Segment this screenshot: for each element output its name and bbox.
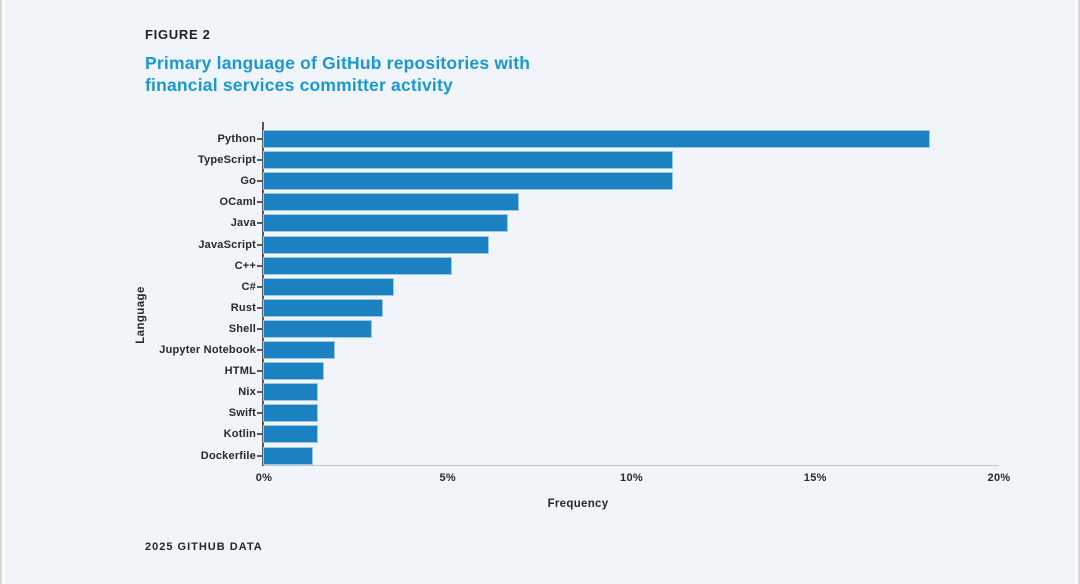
x-tick-label: 5% (439, 472, 456, 484)
bar-row: Shell (229, 320, 999, 337)
bar-row: Rust (231, 299, 999, 316)
category-label: Dockerfile (200, 449, 256, 462)
bar (264, 320, 371, 337)
bar-row: C++ (235, 257, 999, 274)
data-source-note: 2025 GITHUB DATA (145, 541, 263, 553)
x-axis-title: Frequency (547, 498, 609, 510)
y-tick-mark (257, 327, 262, 330)
y-tick-mark (257, 433, 262, 436)
page-left-edge-inner (2, 0, 5, 584)
bar (264, 131, 930, 147)
y-tick-mark (257, 243, 262, 246)
category-label: Rust (230, 301, 256, 314)
y-tick-mark (257, 264, 262, 267)
bar-row: Go (240, 173, 999, 190)
x-tick-label: 15% (803, 472, 827, 484)
y-tick-mark (257, 201, 262, 204)
bar-row: Kotlin (224, 426, 999, 443)
bar-row: Python (218, 131, 999, 147)
category-label: C++ (234, 259, 256, 272)
y-tick-mark (257, 370, 262, 373)
category-label: Shell (228, 322, 256, 335)
category-label: Java (230, 217, 256, 230)
plot-area: Python TypeScript Go OCaml Java JavaScript C++… (159, 122, 1010, 484)
bar (264, 278, 393, 295)
category-label: OCaml (219, 196, 256, 209)
bar (264, 426, 318, 443)
bar-row: JavaScript (198, 236, 999, 253)
bar-row: HTML (225, 363, 999, 380)
category-label: Swift (228, 407, 256, 420)
bar (264, 405, 318, 422)
y-tick-mark (257, 454, 262, 457)
x-tick-label: 20% (987, 472, 1011, 484)
bar-row: Dockerfile (201, 447, 999, 464)
y-tick-mark (257, 180, 262, 183)
y-tick-mark (257, 391, 262, 394)
y-tick-mark (257, 349, 262, 351)
category-label: JavaScript (198, 238, 256, 251)
bar-row: OCaml (220, 194, 999, 211)
bar (264, 447, 312, 464)
y-axis-spine (262, 122, 264, 466)
category-label: TypeScript (197, 154, 256, 167)
y-tick-mark (257, 138, 262, 140)
x-tick-label: 10% (620, 472, 643, 484)
page-right-edge (1078, 0, 1080, 584)
category-label: Jupyter Notebook (159, 344, 256, 356)
bar (264, 342, 334, 358)
y-tick-mark (257, 222, 262, 225)
y-tick-mark (257, 306, 262, 309)
category-label: Go (240, 175, 256, 188)
bar (264, 215, 507, 232)
figure-title-line1: Primary language of GitHub repositories … (145, 53, 531, 73)
bar (264, 299, 382, 316)
bar (264, 236, 489, 253)
figure-label: FIGURE 2 (145, 27, 211, 42)
bar (264, 363, 323, 380)
y-tick-mark (257, 412, 262, 415)
bar (264, 152, 672, 169)
bar-row: Nix (238, 384, 999, 401)
bar-row: TypeScript (198, 152, 999, 169)
bar-row: Jupyter Notebook (159, 342, 999, 358)
y-tick-mark (257, 285, 262, 288)
category-label: Nix (238, 386, 256, 399)
figure-title-line2: financial services committer activity (145, 74, 453, 95)
page-left-edge (0, 0, 2, 584)
bar (264, 257, 452, 274)
y-tick-mark (257, 159, 262, 162)
bar-row: Java (231, 215, 999, 232)
x-tick-label: 0% (255, 472, 273, 484)
bar-row: Swift (229, 405, 999, 422)
category-label: C# (241, 280, 256, 293)
category-label: Python (217, 133, 256, 145)
bar (264, 384, 318, 401)
page-right-edge-inner (1075, 0, 1078, 584)
figure-title: Primary language of GitHub repositories … (145, 53, 530, 96)
bar (264, 173, 672, 190)
bar-row: C# (242, 278, 999, 295)
bar (264, 194, 518, 211)
category-label: HTML (224, 365, 256, 378)
category-label: Kotlin (223, 428, 256, 441)
